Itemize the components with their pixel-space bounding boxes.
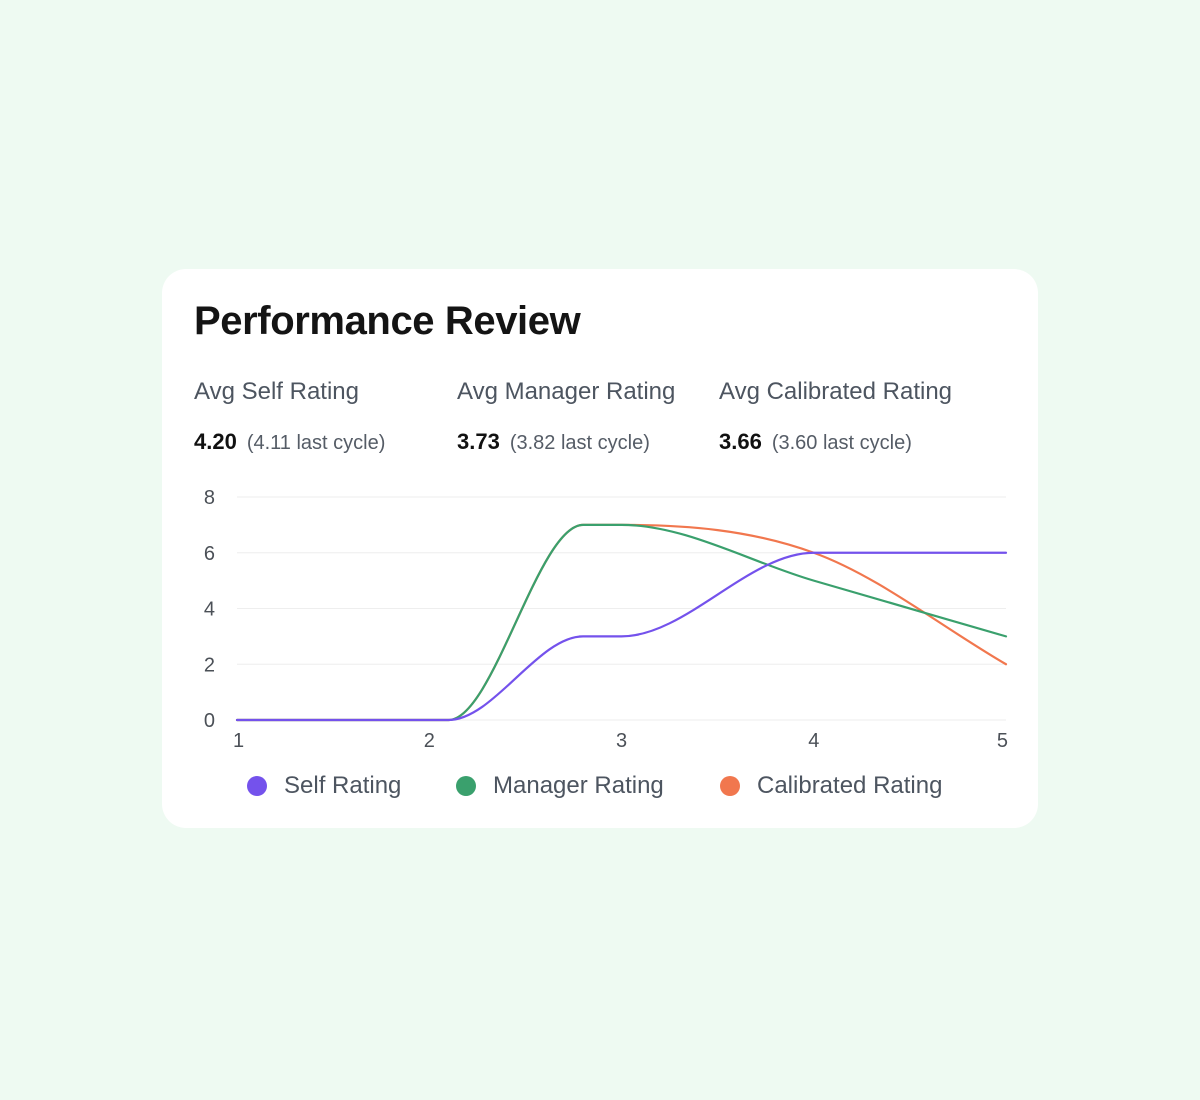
x-axis-ticks: 1 2 3 4 5: [233, 730, 1008, 752]
stat-self-rating: Avg Self Rating 4.20 (4.11 last cycle): [194, 377, 385, 460]
chart-legend: Self Rating Manager Rating Calibrated Rati…: [162, 769, 1038, 803]
series-layer: [235, 523, 1008, 722]
legend-label: Self Rating: [284, 772, 402, 799]
x-tick-label: 2: [424, 730, 435, 752]
legend-item[interactable]: Calibrated Rating: [720, 769, 942, 803]
x-tick-label: 1: [233, 730, 244, 752]
stat-row: 3.66 (3.60 last cycle): [719, 427, 952, 460]
rating-line-chart: 0 2 4 6 8 1 2 3 4 5: [204, 487, 1008, 752]
stat-value: 4.20: [194, 429, 237, 454]
legend-item[interactable]: Manager Rating: [456, 769, 664, 803]
y-tick-label: 4: [204, 599, 215, 621]
y-axis-ticks: 0 2 4 6 8: [204, 487, 215, 732]
stat-row: 3.73 (3.82 last cycle): [457, 427, 675, 460]
stat-previous: (3.60 last cycle): [771, 432, 912, 454]
stat-manager-rating: Avg Manager Rating 3.73 (3.82 last cycle): [457, 377, 675, 460]
stat-previous: (3.82 last cycle): [509, 432, 650, 454]
y-tick-label: 6: [204, 543, 215, 565]
series-line-self-rating: [235, 551, 1008, 722]
legend-dot-icon: [247, 776, 267, 796]
card-title: Performance Review: [194, 299, 581, 343]
stat-label: Avg Manager Rating: [457, 378, 676, 405]
y-tick-label: 0: [204, 710, 215, 732]
y-tick-label: 8: [204, 487, 215, 509]
legend-label: Manager Rating: [493, 772, 664, 799]
stat-calibrated-rating: Avg Calibrated Rating 3.66 (3.60 last cyc…: [719, 377, 952, 460]
series-line-calibrated-rating: [235, 523, 1008, 722]
legend-label: Calibrated Rating: [757, 772, 943, 799]
y-tick-label: 2: [204, 654, 215, 676]
stat-label: Avg Calibrated Rating: [719, 378, 953, 405]
stat-value: 3.73: [457, 429, 500, 454]
stat-row: 4.20 (4.11 last cycle): [194, 427, 385, 460]
legend-item[interactable]: Self Rating: [247, 769, 401, 803]
stat-value: 3.66: [719, 429, 762, 454]
legend-dot-icon: [456, 776, 476, 796]
stat-previous: (4.11 last cycle): [246, 432, 386, 454]
legend-dot-icon: [720, 776, 740, 796]
x-tick-label: 4: [808, 730, 819, 752]
performance-review-card: Performance Review Avg Self Rating 4.20 (…: [162, 269, 1038, 828]
grid-layer: [237, 496, 1006, 721]
x-tick-label: 3: [616, 730, 627, 752]
x-tick-label: 5: [997, 730, 1008, 752]
series-line-manager-rating: [235, 523, 1008, 722]
stat-label: Avg Self Rating: [194, 378, 359, 405]
